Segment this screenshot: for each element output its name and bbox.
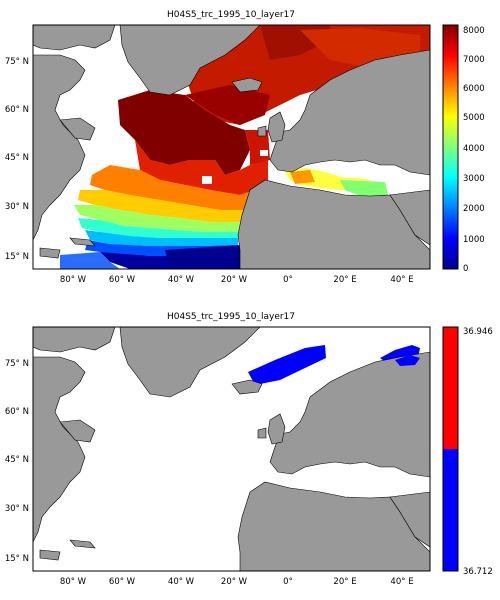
british-isles [267, 111, 286, 143]
colorbar-tick: 7000 [463, 55, 485, 65]
lat-axis: 75° N 60° N 45° N 30° N 15° N [5, 57, 29, 262]
map-panel-bottom: H04S5_trc_1995_10_layer17 [5, 312, 493, 587]
map-panel-top: H04S5_trc_1995_10_layer17 [5, 10, 485, 285]
greenland [119, 25, 261, 96]
lon-axis: 80° W 60° W 40° W 20° W 0° 20° E 40° E [60, 275, 414, 285]
lat-tick: 15° N [5, 252, 29, 262]
greenland [119, 327, 261, 398]
colorbar-upper [443, 327, 458, 449]
arctic-islands [33, 25, 116, 51]
colorbar-tick: 6000 [463, 84, 485, 94]
lon-tick: 60° W [109, 577, 136, 587]
lat-tick: 75° N [5, 57, 29, 67]
map-area [33, 25, 430, 269]
colorbar-tick: 4000 [463, 144, 485, 154]
colorbar-tick: 36.712 [463, 567, 493, 577]
colorbar-frame [442, 326, 459, 572]
lat-tick: 30° N [5, 202, 29, 212]
colorbar-tick: 2000 [463, 204, 485, 214]
north-america [33, 356, 86, 543]
panel-title: H04S5_trc_1995_10_layer17 [167, 312, 295, 322]
no-data-patches [202, 150, 268, 184]
north-america [33, 54, 86, 241]
lat-axis: 75° N 60° N 45° N 30° N 15° N [5, 359, 29, 564]
lon-tick: 20° E [333, 577, 356, 587]
lat-tick: 30° N [5, 504, 29, 514]
lon-tick: 0° [283, 275, 293, 285]
lon-tick: 40° W [168, 275, 195, 285]
colorbar-top: 8000 7000 6000 5000 4000 3000 2000 1000 … [442, 24, 485, 274]
lat-tick: 45° N [5, 455, 29, 465]
map-frame [32, 24, 431, 270]
colorbar-bottom: 36.946 36.712 [442, 326, 493, 577]
lon-tick: 40° W [168, 577, 195, 587]
colorbar-tick: 5000 [463, 113, 485, 123]
lat-tick: 75° N [5, 359, 29, 369]
lon-tick: 20° E [333, 275, 356, 285]
lon-tick: 20° W [221, 577, 248, 587]
arctic-islands [33, 327, 116, 353]
lon-tick: 40° E [390, 577, 413, 587]
british-isles [267, 413, 286, 445]
colorbar-tick: 0 [463, 264, 468, 274]
land-masses [33, 25, 430, 269]
map-frame [32, 326, 431, 572]
tracer-field-east [395, 355, 420, 366]
lat-tick: 60° N [5, 407, 29, 417]
tracer-field [60, 25, 430, 269]
lon-axis: 80° W 60° W 40° W 20° W 0° 20° E 40° E [60, 577, 414, 587]
lon-tick: 20° W [221, 275, 248, 285]
lat-tick: 60° N [5, 105, 29, 115]
lon-tick: 80° W [60, 275, 87, 285]
lat-tick: 15° N [5, 554, 29, 564]
map-area [33, 327, 430, 571]
colorbar-tick: 8000 [463, 26, 485, 36]
iceland [231, 77, 263, 93]
colorbar-tick: 1000 [463, 235, 485, 245]
lon-tick: 60° W [109, 275, 136, 285]
lon-tick: 80° W [60, 577, 87, 587]
panel-title: H04S5_trc_1995_10_layer17 [167, 10, 295, 20]
colorbar-gradient [442, 24, 459, 270]
land-masses [33, 327, 430, 571]
colorbar-tick: 3000 [463, 174, 485, 184]
lat-tick: 45° N [5, 153, 29, 163]
lon-tick: 0° [283, 577, 293, 587]
colorbar-lower [443, 449, 458, 571]
iceland [231, 379, 263, 395]
colorbar-tick: 36.946 [463, 327, 493, 337]
lon-tick: 40° E [390, 275, 413, 285]
